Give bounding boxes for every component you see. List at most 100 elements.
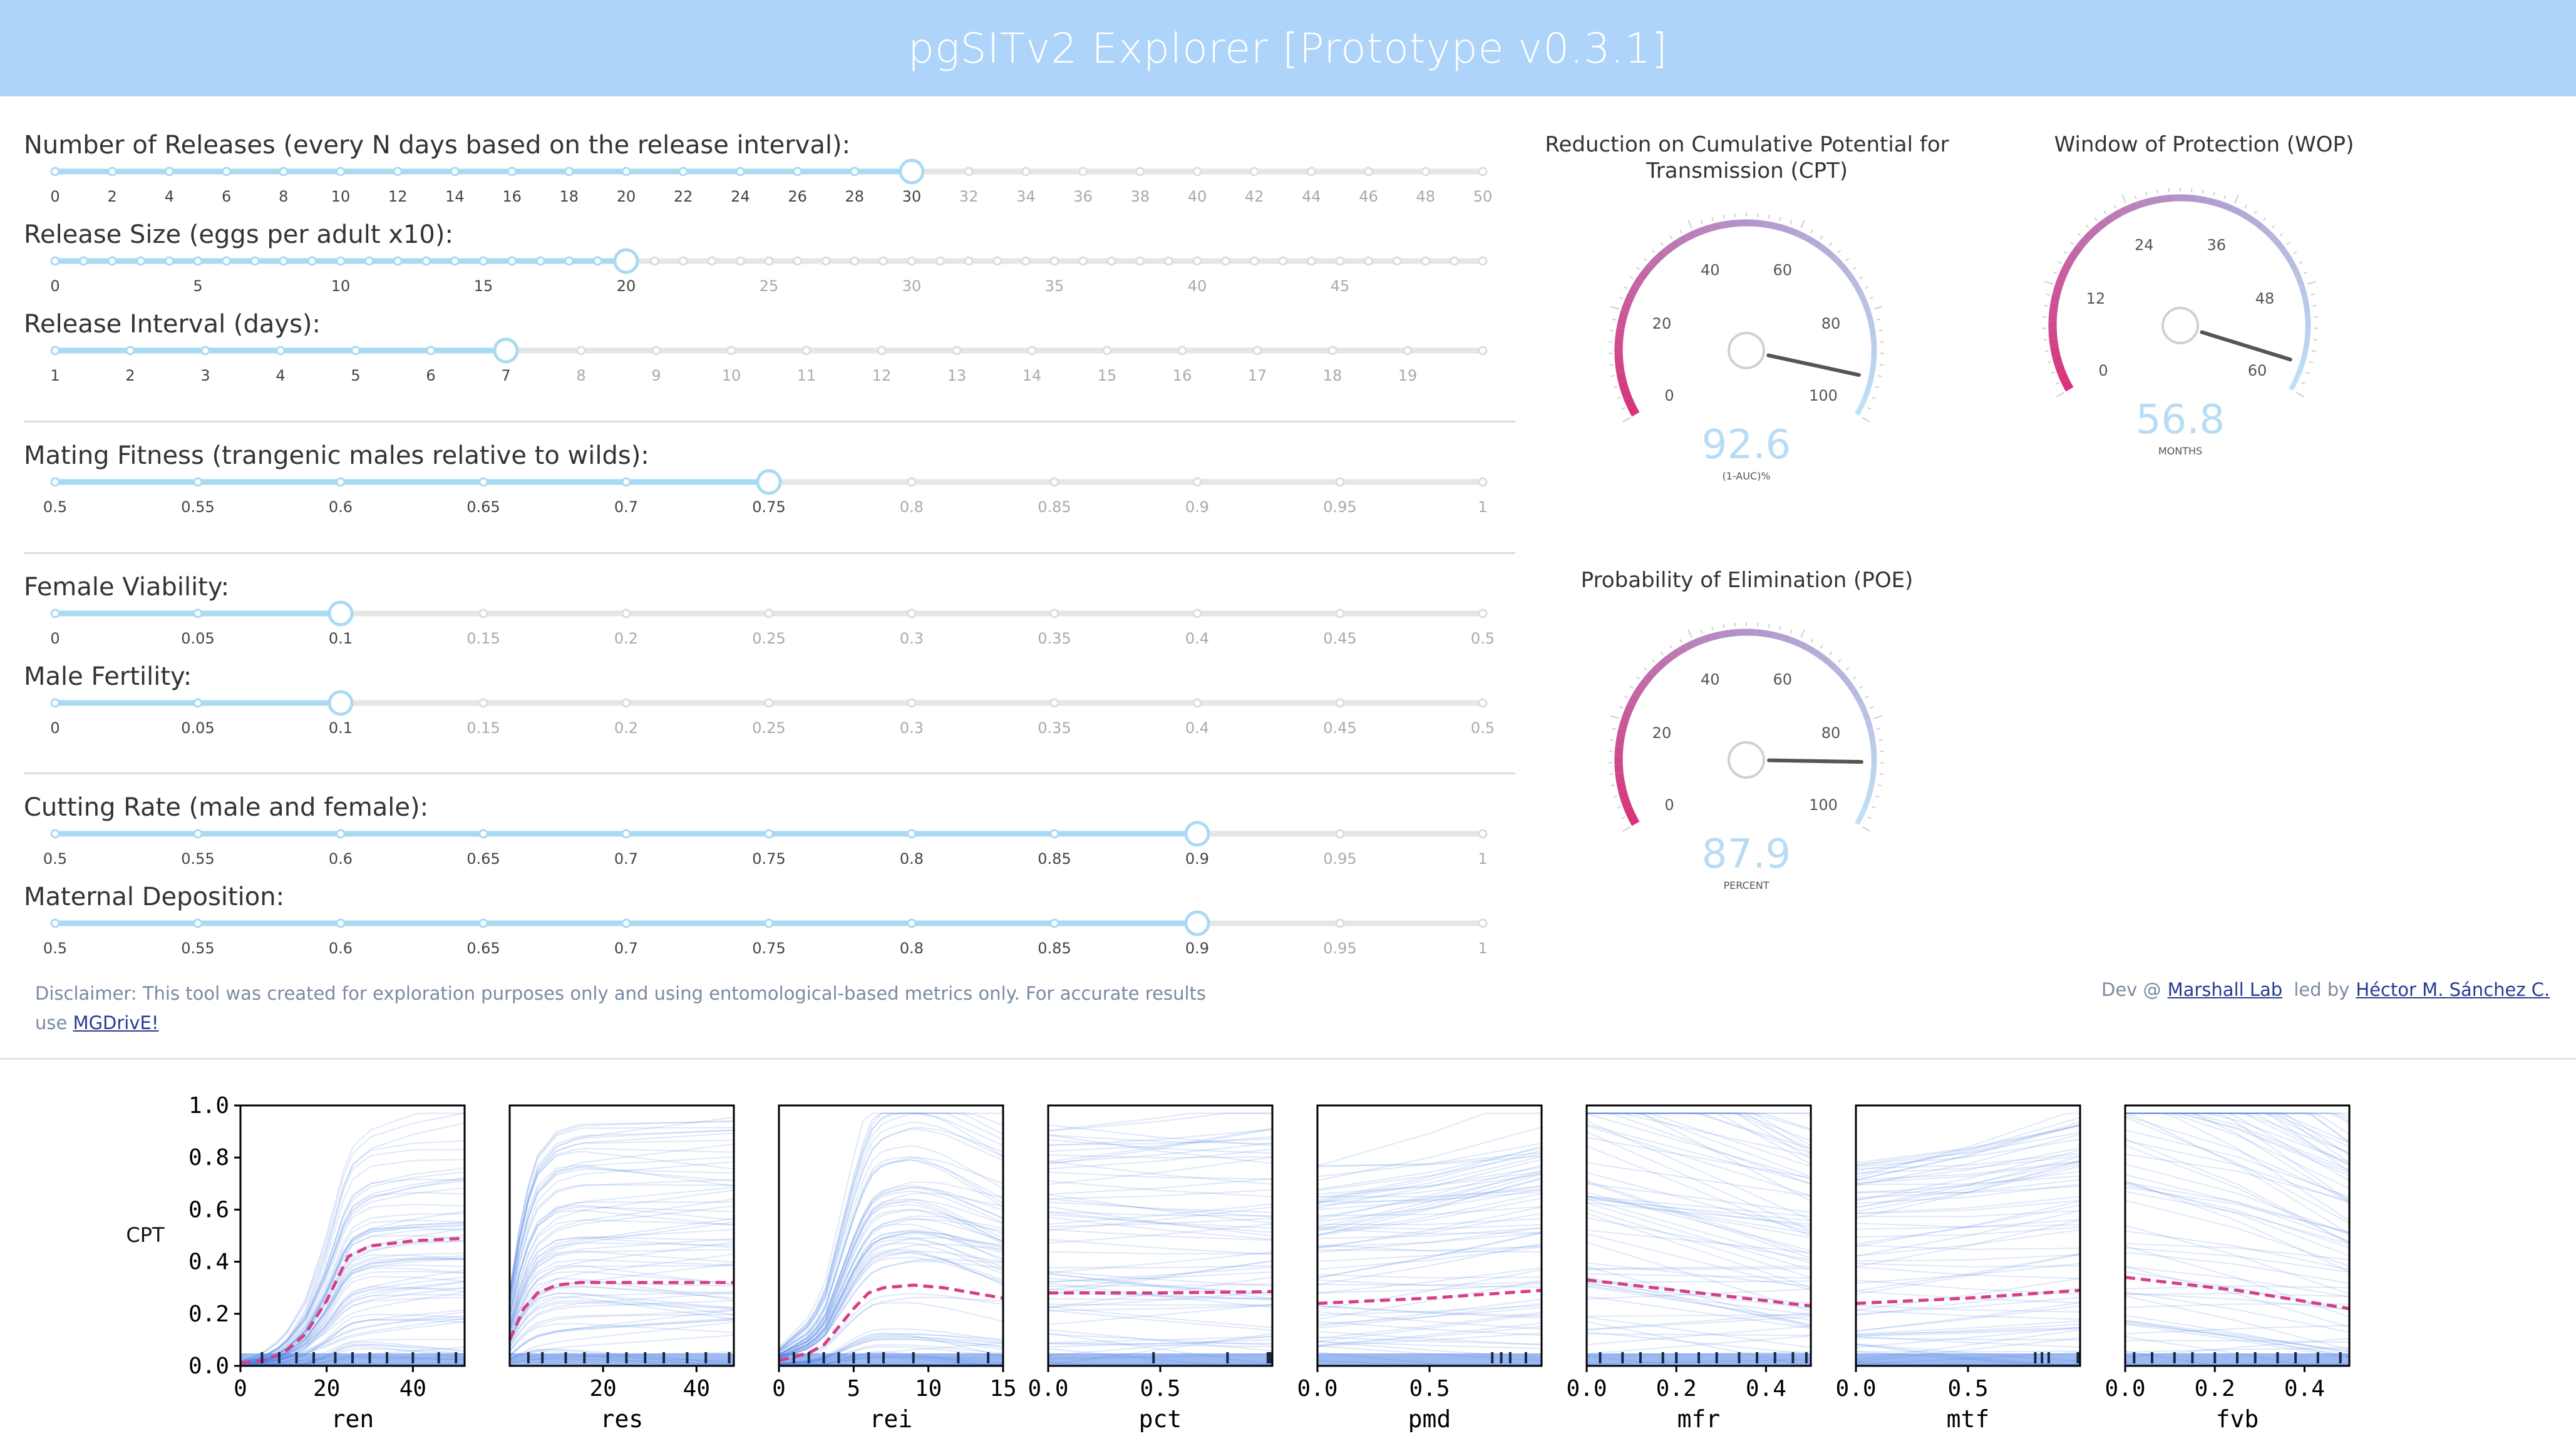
trace-line [2125,1186,2350,1233]
trace-line [2125,1112,2350,1202]
slider-dot [764,608,774,618]
slider-dot [793,256,803,266]
trace-line [1317,1246,1542,1251]
trace-line [1855,1226,2081,1238]
trace-line [1855,1219,2081,1230]
gauge-arc-segment [2082,230,2094,243]
gauge-arc-segment [1844,270,1855,281]
slider-dot [336,256,346,266]
gauge-arc-segment [1616,372,1627,382]
gauge-arc-segment [1624,396,1636,409]
app-header: pgSITv2 Explorer [Prototype v0.3.1] [0,0,2576,96]
gauge-tick-label: 0 [1664,387,1674,404]
slider-dot [336,918,346,928]
male-fertility-slider[interactable]: 0 0.05 0.1 0.15 0.2 0.25 0.3 0.35 0.4 0.45 0.5 [50,690,1495,737]
slider-dot [735,256,745,266]
slider-handle[interactable] [613,248,639,274]
gauge-arc-segment [2278,245,2289,256]
gauge-tick-label: 20 [1652,724,1672,742]
trace-line [509,1127,734,1292]
release-interval-slider[interactable]: 1 2 3 4 5 6 7 8 9 10 11 12 13 14 15 16 17 18 19 [50,337,1488,384]
slider-handle[interactable] [493,337,519,364]
slider-tick-label: 0.8 [900,940,924,957]
trace-line [509,1278,734,1336]
slider-handle[interactable] [1184,910,1210,936]
trace-line [240,1149,465,1362]
gauge-arc-segment [1624,806,1636,818]
slider-dot [678,256,688,266]
cutting-rate-slider[interactable]: 0.5 0.55 0.6 0.65 0.7 0.75 0.8 0.85 0.9 0.95 1 [43,821,1488,868]
trace-line [240,1171,465,1363]
trace-line [509,1286,734,1341]
slider-tick-label: 0 [50,630,59,647]
trace-line [1855,1254,2081,1295]
gauge-arc-segment [1850,687,1860,698]
slider-handle[interactable] [1184,821,1210,847]
trace-line [1048,1138,1273,1146]
release-size-slider[interactable]: 0 5 10 15 20 25 30 35 40 45 [50,248,1488,295]
slider-tick-label: 16 [1173,367,1192,384]
trace-line [1048,1291,1273,1308]
slider-tick-label: 0.55 [181,940,214,957]
gauge-tick [1669,645,1673,649]
trace-line [1855,1305,2081,1332]
releases-slider[interactable]: 0 2 4 6 8 10 12 14 16 18 20 22 24 26 28 30 32 34 36 38 40 42 4… [50,158,1492,205]
trace-line [509,1264,734,1332]
author-link[interactable]: Héctor M. Sánchez C. [2356,979,2550,1000]
trace-line [509,1229,734,1328]
gauge-tick [1879,364,1883,366]
slider-dot [1078,256,1088,266]
slider-handle[interactable] [327,690,354,716]
slider-tick-label: 0 [50,719,59,737]
trace-line [1048,1343,1273,1348]
mating-fitness-slider[interactable]: 0.5 0.55 0.6 0.65 0.7 0.75 0.8 0.85 0.9 0.95 1 [43,469,1488,516]
trace-line [1317,1206,1542,1249]
maternal-deposition-slider[interactable]: 0.5 0.55 0.6 0.65 0.7 0.75 0.8 0.85 0.9 0.95 1 [43,910,1488,957]
slider-handle[interactable] [327,600,354,627]
marshall-lab-link[interactable]: Marshall Lab [2167,979,2283,1000]
trace-line [1855,1155,2081,1174]
panel-frame [508,1104,735,1367]
female-viability-slider[interactable]: 0 0.05 0.1 0.15 0.2 0.25 0.3 0.35 0.4 0.45 0.5 [50,600,1495,647]
slider-dot [821,256,831,266]
gauge-arc-segment [1624,702,1636,714]
trace-line [1586,1233,1811,1291]
gauge-needle [2200,330,2292,362]
gauge-tick [2303,271,2308,274]
trace-line [1048,1129,1273,1166]
trace-line [2125,1285,2350,1290]
trace-line [1048,1134,1273,1164]
slider-dot [650,256,660,266]
gauge-arc-segment [1833,256,1844,267]
trace-line [1317,1246,1542,1270]
gauge-tick [1629,685,1634,689]
trace-line [778,1229,1004,1358]
slider-dot [1192,698,1202,708]
gauge-tick [1810,638,1813,643]
slider-dot [393,167,403,177]
mgdrive-link[interactable]: MGDrivE! [73,1012,159,1033]
trace-line [1048,1142,1273,1164]
gauge-arc-segment [1627,284,1639,297]
slider-handle[interactable] [756,469,782,495]
gauge-arc-segment [2253,219,2265,230]
gauge-tick [2307,280,2317,285]
trace-line [2125,1174,2350,1242]
trace-line [2125,1153,2350,1202]
trace-line [1048,1161,1273,1185]
gauge-arc-segment [2288,260,2298,271]
gauge-tick [1790,629,1793,634]
trace-line [1317,1298,1542,1327]
slider-handle[interactable] [899,158,925,185]
trace-line [2125,1303,2350,1308]
trace-line [509,1143,734,1305]
gauge-tick [1820,645,1823,649]
trace-line [2125,1115,2350,1200]
median-line [240,1236,465,1365]
trace-line [778,1223,1004,1356]
slider-tick-label: 28 [845,188,865,205]
gauge-arc-segment [1719,630,1729,638]
trace-line [1317,1313,1542,1342]
trace-line [1856,1210,2081,1218]
trace-line [1048,1223,1273,1244]
